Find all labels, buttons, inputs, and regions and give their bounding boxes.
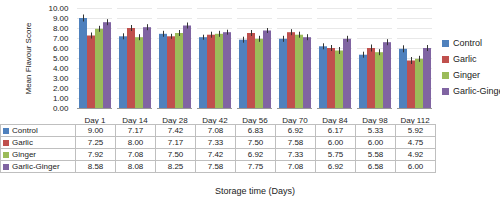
svg-text:Day 42: Day 42 <box>202 116 228 124</box>
html-text:6.00: 6.00 <box>367 138 384 147</box>
html-text:7.42: 7.42 <box>207 150 224 159</box>
html-text:Ginger: Ginger <box>12 150 36 159</box>
html-text:6.17: 6.17 <box>327 126 344 135</box>
html-text:4.75: 4.75 <box>407 138 424 147</box>
html-text:5.58: 5.58 <box>367 150 384 159</box>
html-text:6.92: 6.92 <box>287 126 304 135</box>
svg-text:1.00: 1.00 <box>53 94 69 103</box>
html-text:Control: Control <box>453 38 482 48</box>
html-text:7.08: 7.08 <box>127 150 144 159</box>
svg-text:Mean Flavour Score: Mean Flavour Score <box>24 22 33 95</box>
html-text:8.00: 8.00 <box>127 138 144 147</box>
html-text:7.58: 7.58 <box>207 162 224 171</box>
html-text:5.33: 5.33 <box>367 126 384 135</box>
html-text:7.25: 7.25 <box>87 138 104 147</box>
html-text:7.92: 7.92 <box>87 150 104 159</box>
html-text:Garlic: Garlic <box>453 54 477 64</box>
html-text:7.75: 7.75 <box>247 162 264 171</box>
svg-text:9.00: 9.00 <box>53 14 69 23</box>
svg-text:5.00: 5.00 <box>53 54 69 63</box>
svg-text:Day 14: Day 14 <box>122 116 148 124</box>
html-text:7.08: 7.08 <box>207 126 224 135</box>
html-text:7.08: 7.08 <box>287 162 304 171</box>
svg-text:2.00: 2.00 <box>53 84 69 93</box>
svg-text:Day 112: Day 112 <box>400 116 430 124</box>
html-text:6.00: 6.00 <box>407 162 424 171</box>
html-text:7.42: 7.42 <box>167 126 184 135</box>
svg-text:4.00: 4.00 <box>53 64 69 73</box>
svg-text:Day 1: Day 1 <box>85 116 106 124</box>
html-text:5.75: 5.75 <box>327 150 344 159</box>
html-text:7.17: 7.17 <box>167 138 184 147</box>
html-text:7.33: 7.33 <box>207 138 224 147</box>
svg-text:10.00: 10.00 <box>48 4 69 13</box>
html-text:8.58: 8.58 <box>87 162 104 171</box>
html-text:5.92: 5.92 <box>407 126 424 135</box>
html-text:6.00: 6.00 <box>327 138 344 147</box>
html-text:6.92: 6.92 <box>247 150 264 159</box>
html-text:6.92: 6.92 <box>327 162 344 171</box>
svg-text:Day 70: Day 70 <box>282 116 308 124</box>
html-text:9.00: 9.00 <box>87 126 104 135</box>
html-text:7.50: 7.50 <box>167 150 184 159</box>
html-text:4.92: 4.92 <box>407 150 424 159</box>
svg-text:Day 98: Day 98 <box>362 116 388 124</box>
html-text:Control: Control <box>12 126 38 135</box>
html-text:Storage time (Days): Storage time (Days) <box>215 186 295 196</box>
html-text:Garlic: Garlic <box>12 138 33 147</box>
svg-text:7.00: 7.00 <box>53 34 69 43</box>
html-text:8.25: 8.25 <box>167 162 184 171</box>
svg-text:Day 84: Day 84 <box>322 116 348 124</box>
html-text:7.17: 7.17 <box>127 126 144 135</box>
html-text:8.08: 8.08 <box>127 162 144 171</box>
svg-text:8.00: 8.00 <box>53 24 69 33</box>
html-text:7.33: 7.33 <box>287 150 304 159</box>
html-text:6.83: 6.83 <box>247 126 264 135</box>
html-text:Ginger: Ginger <box>453 70 480 80</box>
html-text:6.58: 6.58 <box>367 162 384 171</box>
html-text:Garlic-Ginger: Garlic-Ginger <box>12 162 60 171</box>
html-text:7.50: 7.50 <box>247 138 264 147</box>
svg-text:Day 28: Day 28 <box>162 116 188 124</box>
svg-text:6.00: 6.00 <box>53 44 69 53</box>
svg-text:0.00: 0.00 <box>53 104 69 113</box>
html-text:7.58: 7.58 <box>287 138 304 147</box>
svg-text:3.00: 3.00 <box>53 74 69 83</box>
svg-text:Day 56: Day 56 <box>242 116 268 124</box>
